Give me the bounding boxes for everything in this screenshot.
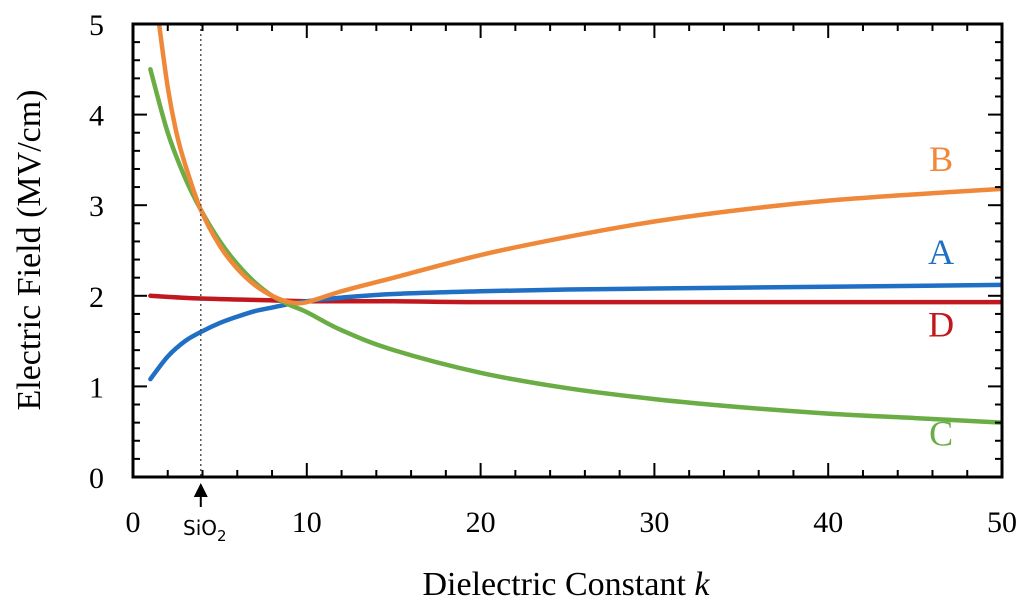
series-label-b: B (929, 139, 953, 179)
y-tick-label: 2 (89, 281, 104, 314)
sio2-arrow-icon (193, 483, 208, 497)
x-tick-label: 50 (987, 506, 1017, 539)
axis-ticks (132, 23, 1003, 478)
series-line-c (148, 67, 1002, 425)
series-label-a: A (928, 232, 954, 272)
y-axis-label: Electric Field (MV/cm) (11, 89, 48, 410)
y-tick-label: 3 (89, 190, 104, 223)
y-tick-label: 5 (89, 9, 104, 42)
series-line-d (148, 293, 1002, 305)
x-tick-label: 20 (466, 506, 496, 539)
series-label-c: C (929, 413, 953, 453)
x-tick-label: 40 (813, 506, 843, 539)
y-tick-label: 4 (89, 100, 104, 133)
series-label-d: D (928, 305, 954, 345)
x-axis-label: Dielectric Constant k (422, 566, 710, 603)
sio2-label-sub: 2 (217, 527, 227, 545)
sio2-annotation: SiO2 (183, 483, 227, 545)
y-tick-label: 1 (89, 371, 104, 404)
y-tick-label: 0 (89, 462, 104, 495)
x-axis-label-text: Dielectric Constant (422, 566, 686, 603)
x-tick-label: 30 (639, 506, 669, 539)
sio2-label: SiO2 (183, 516, 227, 545)
x-tick-label: 10 (292, 506, 322, 539)
plot-lines (148, 24, 1002, 425)
series-labels: B AD C (928, 139, 954, 454)
series-line-b (156, 24, 1002, 306)
x-axis-label-var: k (694, 566, 710, 603)
x-tick-label: 0 (126, 506, 141, 539)
plot-frame (131, 22, 1004, 479)
axis-tick-labels: 0 10 20 30 40 50 0 1 2 3 4 5 (89, 9, 1017, 539)
series-line-a (148, 282, 1002, 382)
sio2-label-main: SiO (183, 516, 217, 540)
